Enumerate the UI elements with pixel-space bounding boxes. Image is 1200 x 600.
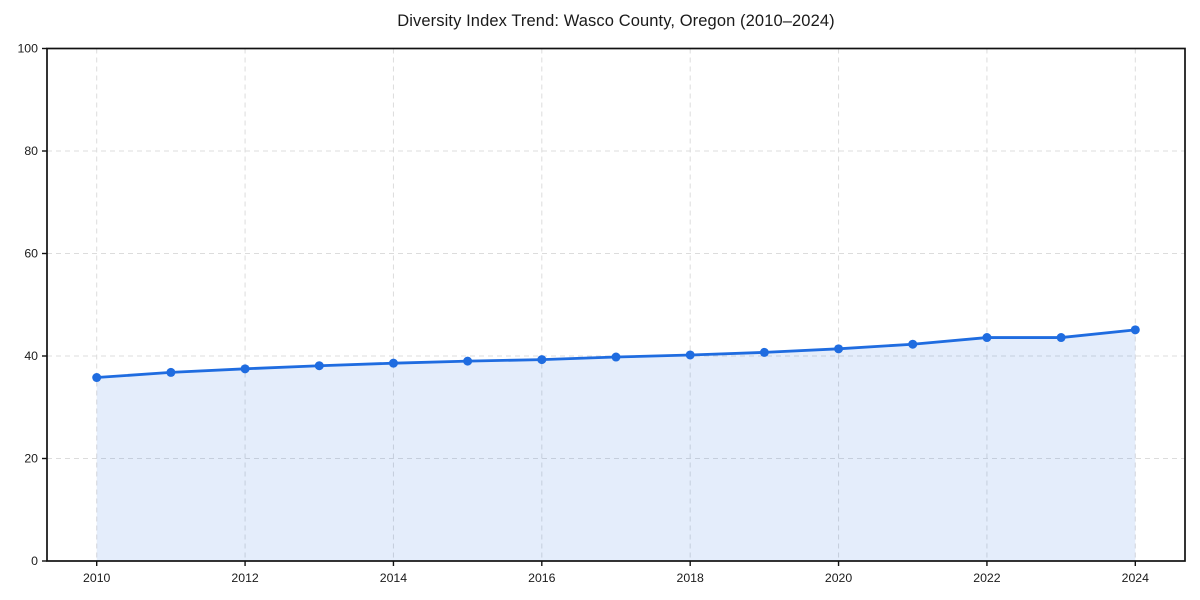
y-tick-label: 100 xyxy=(17,42,38,56)
data-point xyxy=(537,355,547,365)
data-point xyxy=(240,364,250,374)
data-point xyxy=(1130,325,1140,335)
y-tick-label: 20 xyxy=(24,452,38,466)
data-point xyxy=(388,358,398,368)
x-tick-label: 2016 xyxy=(528,571,556,585)
x-tick-label: 2022 xyxy=(973,571,1001,585)
data-point xyxy=(611,352,621,362)
chart-title: Diversity Index Trend: Wasco County, Ore… xyxy=(397,12,835,30)
data-point xyxy=(92,373,102,383)
y-tick-label: 80 xyxy=(24,144,38,158)
data-point xyxy=(1056,333,1066,343)
data-point xyxy=(166,367,176,377)
data-point xyxy=(908,339,918,349)
x-tick-label: 2012 xyxy=(231,571,259,585)
data-point xyxy=(685,350,695,360)
area-fill xyxy=(96,329,1136,561)
data-point xyxy=(982,333,992,343)
x-tick-label: 2010 xyxy=(83,571,111,585)
x-tick-label: 2014 xyxy=(380,571,408,585)
y-tick-label: 60 xyxy=(24,247,38,261)
x-tick-label: 2020 xyxy=(825,571,853,585)
data-point xyxy=(314,361,324,371)
x-tick-label: 2018 xyxy=(677,571,705,585)
data-point xyxy=(834,344,844,354)
plot-frame xyxy=(46,47,1186,562)
x-tick-label: 2024 xyxy=(1122,571,1150,585)
data-point xyxy=(463,356,473,366)
data-point xyxy=(759,347,769,357)
y-tick-label: 40 xyxy=(24,349,38,363)
y-tick-label: 0 xyxy=(31,554,38,568)
